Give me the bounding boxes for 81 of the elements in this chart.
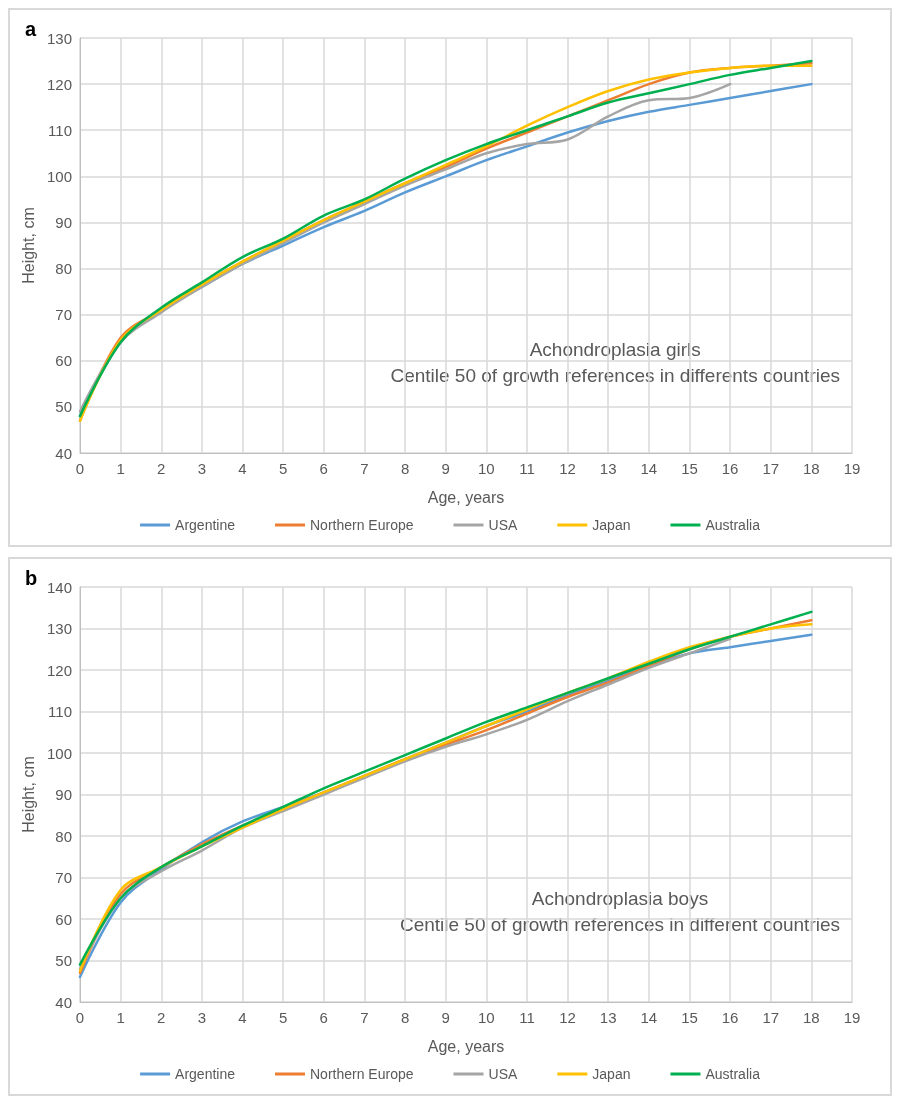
y-tick-label: 130 <box>46 29 72 47</box>
x-tick-label: 3 <box>197 460 207 477</box>
annotation: Centile 50 of growth references in differents countries <box>390 365 840 386</box>
legend-label: USA <box>488 517 518 533</box>
y-tick-label: 70 <box>55 306 72 324</box>
x-tick-label: 1 <box>116 1009 125 1026</box>
legend-label: Japan <box>592 1066 631 1082</box>
y-tick-label: 50 <box>55 398 72 416</box>
y-tick-label: 140 <box>46 578 72 596</box>
y-tick-label: 120 <box>46 75 72 93</box>
chart-title: a <box>25 18 37 40</box>
y-tick-label: 60 <box>55 352 72 370</box>
x-tick-label: 8 <box>400 460 410 477</box>
y-tick-label: 110 <box>48 703 72 720</box>
y-tick-label: 40 <box>55 444 72 462</box>
y-tick-label: 50 <box>55 952 72 969</box>
x-tick-label: 6 <box>319 460 328 477</box>
x-tick-label: 19 <box>843 1009 861 1026</box>
x-tick-label: 9 <box>441 460 450 477</box>
x-tick-label: 11 <box>519 460 535 477</box>
y-tick-label: 40 <box>55 993 72 1011</box>
annotation: Achondroplasia boys <box>531 888 709 909</box>
x-tick-label: 5 <box>278 460 288 477</box>
x-tick-label: 14 <box>640 460 658 477</box>
y-tick-label: 80 <box>55 260 72 278</box>
y-tick-label: 120 <box>46 661 72 679</box>
y-tick-label: 100 <box>46 744 72 762</box>
x-tick-label: 5 <box>278 1009 288 1026</box>
x-tick-label: 15 <box>681 1009 698 1026</box>
x-tick-label: 17 <box>762 460 780 477</box>
x-tick-label: 2 <box>157 1009 166 1026</box>
legend-label: Argentine <box>175 1066 236 1082</box>
x-tick-label: 14 <box>640 1009 658 1026</box>
x-tick-label: 13 <box>599 1009 617 1026</box>
x-tick-label: 18 <box>803 1009 820 1026</box>
x-tick-label: 11 <box>519 1009 535 1026</box>
y-tick-label: 100 <box>46 167 72 185</box>
x-tick-label: 15 <box>681 460 698 477</box>
y-tick-label: 70 <box>55 869 72 886</box>
y-tick-label: 80 <box>55 827 72 845</box>
x-axis-title: Age, years <box>427 488 505 506</box>
x-tick-label: 18 <box>803 460 820 477</box>
y-tick-label: 90 <box>55 786 72 803</box>
x-tick-label: 16 <box>721 460 739 477</box>
x-tick-label: 2 <box>157 460 166 477</box>
y-axis-title: Height, cm <box>19 207 37 284</box>
x-tick-label: 7 <box>360 1009 369 1026</box>
y-tick-label: 90 <box>55 213 72 231</box>
x-tick-label: 7 <box>360 460 369 477</box>
y-tick-label: 130 <box>46 620 72 637</box>
legend-label: Japan <box>592 517 631 533</box>
chart-title: b <box>25 567 38 589</box>
legend-label: Northern Europe <box>310 1066 414 1082</box>
x-tick-label: 4 <box>238 460 247 477</box>
x-tick-label: 12 <box>559 460 576 477</box>
x-tick-label: 8 <box>400 1009 410 1026</box>
x-tick-label: 6 <box>319 1009 328 1026</box>
annotation: Centile 50 of growth references in different countries <box>399 914 840 935</box>
y-tick-label: 60 <box>55 910 72 928</box>
annotation: Achondroplasia girls <box>529 339 701 360</box>
y-axis-title: Height, cm <box>19 756 37 833</box>
legend-label: Australia <box>705 517 761 533</box>
x-tick-label: 10 <box>477 460 495 477</box>
x-tick-label: 13 <box>599 460 617 477</box>
x-tick-label: 3 <box>197 1009 207 1026</box>
x-tick-label: 10 <box>477 1009 495 1026</box>
x-tick-label: 4 <box>238 1009 247 1026</box>
x-tick-label: 0 <box>75 460 85 477</box>
legend-label: Argentine <box>175 517 236 533</box>
x-tick-label: 19 <box>843 460 861 477</box>
x-tick-label: 16 <box>721 1009 739 1026</box>
legend-label: USA <box>488 1066 518 1082</box>
legend-label: Northern Europe <box>310 517 414 533</box>
legend-label: Australia <box>705 1066 761 1082</box>
x-tick-label: 1 <box>116 460 125 477</box>
x-tick-label: 12 <box>559 1009 576 1026</box>
y-tick-label: 110 <box>48 121 72 139</box>
x-axis-title: Age, years <box>427 1037 505 1055</box>
x-tick-label: 17 <box>762 1009 780 1026</box>
x-tick-label: 9 <box>441 1009 450 1026</box>
x-tick-label: 0 <box>75 1009 85 1026</box>
